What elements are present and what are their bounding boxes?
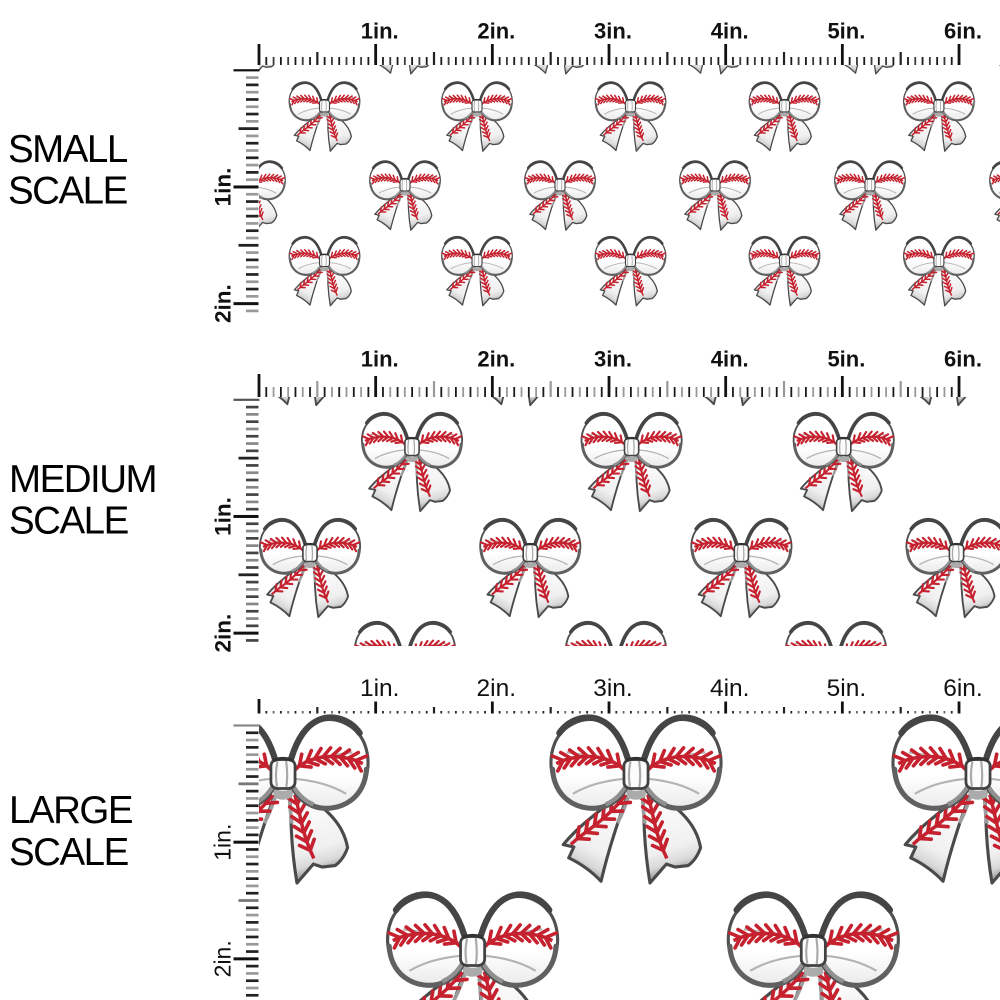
svg-text:SCALE: SCALE [9, 500, 129, 543]
svg-text:2in.: 2in. [477, 19, 515, 44]
svg-text:2in.: 2in. [210, 614, 235, 653]
svg-text:3in.: 3in. [594, 19, 632, 44]
svg-text:4in.: 4in. [711, 19, 749, 44]
svg-text:1in.: 1in. [360, 675, 400, 702]
svg-text:LARGE: LARGE [9, 789, 133, 832]
svg-text:5in.: 5in. [827, 347, 865, 372]
svg-text:1in.: 1in. [210, 168, 235, 207]
svg-text:SCALE: SCALE [8, 170, 128, 213]
svg-text:4in.: 4in. [710, 675, 750, 702]
svg-text:5in.: 5in. [827, 19, 865, 44]
svg-text:2in.: 2in. [477, 347, 515, 372]
svg-text:1in.: 1in. [361, 347, 399, 372]
svg-text:2in.: 2in. [210, 284, 235, 323]
svg-text:1in.: 1in. [209, 824, 235, 861]
svg-text:1in.: 1in. [210, 497, 235, 536]
svg-text:1in.: 1in. [361, 19, 399, 44]
svg-text:3in.: 3in. [593, 675, 633, 702]
svg-text:2in.: 2in. [209, 940, 235, 977]
svg-text:6in.: 6in. [943, 675, 983, 702]
svg-text:5in.: 5in. [827, 675, 867, 702]
svg-text:4in.: 4in. [711, 347, 749, 372]
svg-text:2in.: 2in. [477, 675, 517, 702]
svg-text:3in.: 3in. [594, 347, 632, 372]
svg-text:MEDIUM: MEDIUM [9, 458, 156, 501]
svg-text:SMALL: SMALL [8, 128, 128, 171]
svg-text:SCALE: SCALE [9, 831, 129, 874]
svg-text:6in.: 6in. [944, 19, 982, 44]
svg-text:6in.: 6in. [944, 347, 982, 372]
